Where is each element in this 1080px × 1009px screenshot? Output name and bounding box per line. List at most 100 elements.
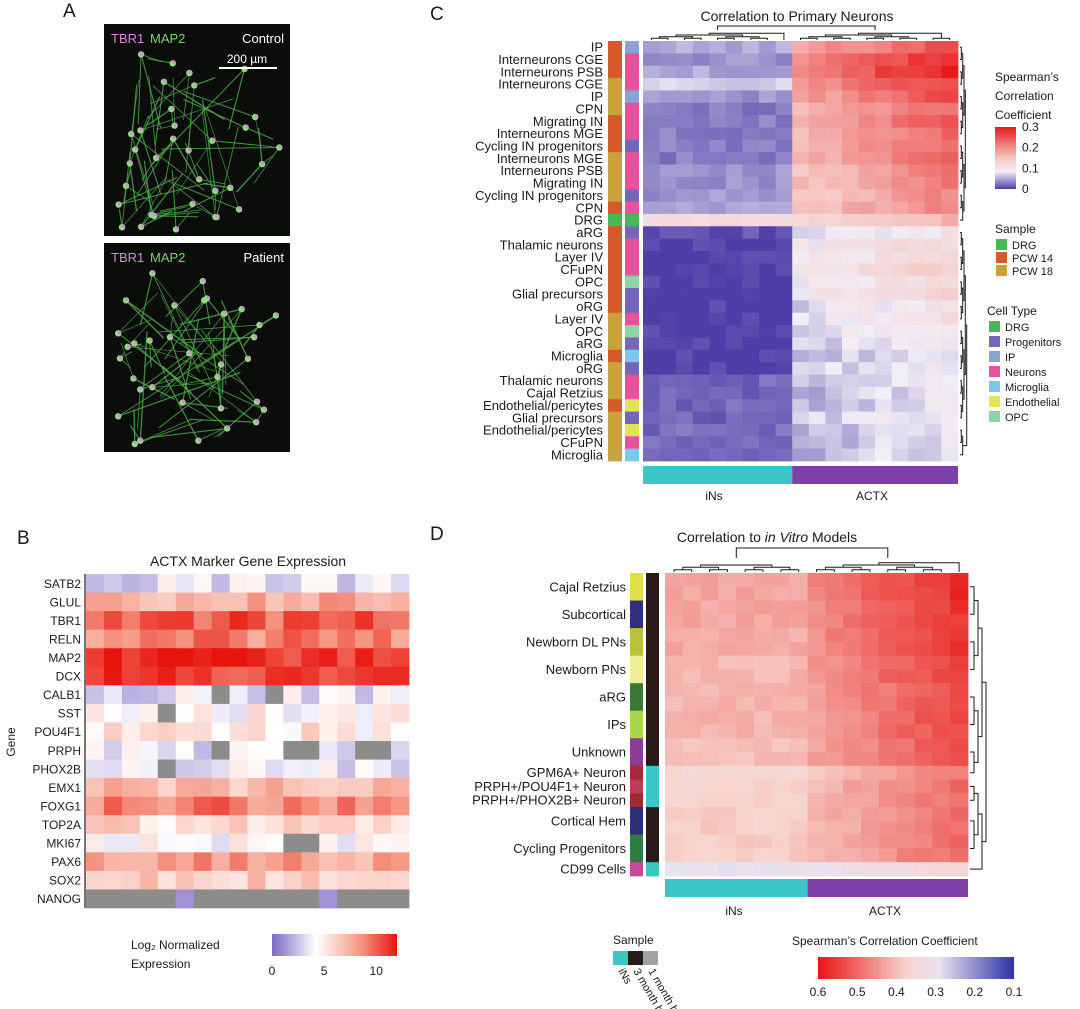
chart-c-cell (941, 251, 959, 264)
chart-b-cell (373, 889, 392, 909)
chart-b-row-label: TBR1 (50, 614, 81, 628)
chart-d-cell (807, 834, 826, 849)
chart-c-cell (841, 139, 859, 153)
chart-d-cell (700, 834, 719, 849)
chart-d-cell (950, 655, 969, 670)
chart-c-cell (659, 263, 677, 277)
chart-c-cell (725, 201, 743, 215)
chart-c-cell (643, 325, 660, 338)
chart-b-cell (265, 722, 284, 742)
chart-c-cell (659, 423, 677, 437)
chart-c-cell (875, 115, 893, 128)
chart-c-cell (792, 436, 810, 450)
chart-d-cell (718, 628, 737, 643)
chart-b-cell (337, 778, 356, 798)
chart-c-cell (924, 349, 942, 363)
chart-c-cell (676, 386, 694, 400)
chart-c-cell (709, 90, 727, 104)
chart-c-row-label: OPC (575, 274, 603, 289)
chart-b-cell (157, 648, 177, 668)
chart-d-cell (718, 752, 737, 767)
chart-c-cell (924, 436, 942, 450)
chart-b-cell (139, 815, 159, 835)
chart-c-cell (841, 65, 859, 79)
chart-c-row-sample-swatch (608, 263, 622, 277)
chart-c-cell (725, 386, 743, 400)
neurite (155, 144, 171, 159)
panel-letter-d: D (430, 524, 444, 545)
chart-c-cell (792, 423, 810, 437)
chart-d-cell (754, 628, 773, 643)
chart-c-cell (709, 300, 727, 314)
chart-d-colorbar-tick: 0.2 (966, 985, 983, 999)
tbr1-nucleus (202, 278, 206, 282)
chart-c-cell (676, 411, 694, 425)
chart-c-cell (891, 275, 909, 289)
neurite (149, 427, 228, 439)
chart-c-cell (742, 349, 760, 363)
neurite (161, 365, 228, 429)
chart-b-cell (247, 759, 266, 779)
chart-c-cell (775, 152, 793, 165)
chart-b-cell (391, 889, 410, 909)
chart-c-cell (709, 164, 727, 178)
chart-b-cell (157, 666, 177, 686)
chart-d-cell (754, 683, 773, 698)
chart-b-cell (193, 685, 213, 705)
chart-b-cell (86, 852, 105, 872)
chart-c-cell (841, 102, 859, 116)
chart-d-row-sample-swatch (646, 862, 659, 877)
chart-d-row-label: CD99 Cells (560, 862, 626, 877)
chart-c-row-label: Interneurons PSB (500, 64, 603, 79)
chart-d-cell (932, 573, 951, 588)
chart-b-cell (337, 833, 356, 853)
chart-c-cell (891, 436, 909, 450)
chart-d-cell (789, 696, 808, 712)
chart-c-row-sample-swatch (608, 374, 622, 388)
chart-c-cell (676, 312, 694, 326)
chart-d-cell (718, 765, 737, 780)
chart-d-cell (950, 600, 969, 615)
chart-b-cell (265, 796, 284, 816)
chart-c-cell (924, 53, 942, 67)
chart-c-cell (676, 337, 694, 351)
chart-c-cell (742, 374, 760, 388)
chart-c-cell (924, 238, 942, 252)
chart-c-cell (792, 325, 810, 338)
chart-c-cell (941, 152, 959, 165)
chart-c-cell (659, 226, 677, 240)
chart-b-cell (175, 796, 195, 816)
chart-c-cell (858, 189, 876, 202)
chart-c-cell (941, 337, 959, 351)
chart-b-cell (319, 870, 338, 890)
chart-c-cell (775, 164, 793, 178)
chart-c-cell (759, 374, 777, 388)
chart-d-cell (878, 600, 898, 615)
chart-d-cell (861, 738, 880, 753)
chart-c-cell (792, 374, 810, 388)
chart-b-cell (373, 574, 392, 593)
chart-b-cell (355, 648, 374, 668)
chart-d-cell (682, 834, 702, 849)
chart-b-cell (301, 611, 320, 631)
chart-c-cell (875, 164, 893, 178)
chart-d-row-label: Cajal Retzius (549, 579, 626, 594)
chart-d-dendrogram-branch (970, 751, 975, 774)
chart-b-cell (86, 889, 105, 909)
chart-b-cell (373, 796, 392, 816)
chart-c-cell (841, 325, 859, 338)
chart-c-cell (808, 300, 826, 314)
chart-c-cell (775, 65, 793, 79)
chart-d-row-sample-swatch (646, 793, 659, 808)
neurite (154, 215, 199, 218)
chart-b-cell (373, 741, 392, 760)
chart-b-cell (175, 741, 195, 760)
chart-b-cell (175, 889, 195, 909)
chart-d-row-label: Cycling Progenitors (513, 841, 626, 856)
chart-d-cell (665, 848, 684, 863)
chart-d-cell (861, 793, 880, 808)
neurite (149, 340, 166, 375)
chart-c-cell (858, 362, 876, 375)
chart-b-cell (139, 574, 159, 593)
chart-d-cell (861, 834, 880, 849)
